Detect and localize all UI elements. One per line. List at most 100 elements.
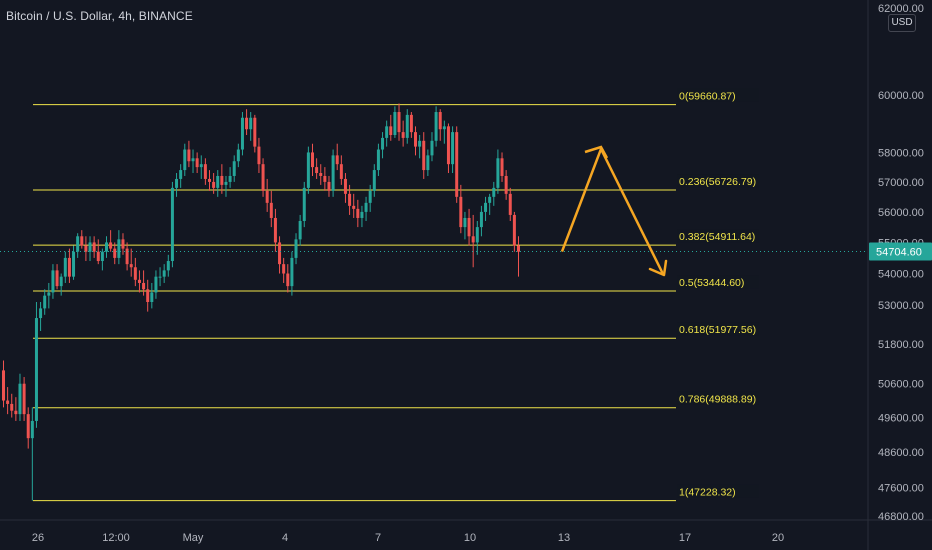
candle-body — [2, 370, 5, 401]
candle-body — [442, 126, 446, 130]
time-tick-label: 7 — [375, 532, 381, 544]
candle-body — [339, 164, 343, 179]
fib-level-label: 0(59660.87) — [679, 91, 736, 103]
candle-body — [179, 170, 183, 179]
candle-body — [343, 178, 347, 194]
candle-body — [508, 193, 512, 215]
projection-arrow-path — [560, 145, 665, 275]
candle-body — [43, 295, 47, 309]
candle-body — [72, 251, 76, 277]
candle-body — [55, 270, 59, 287]
fib-label-bg — [677, 174, 759, 188]
candle-body — [105, 242, 108, 252]
candle-body — [467, 217, 471, 237]
candle-body — [240, 117, 244, 150]
price-tick-label: 53000.00 — [878, 300, 924, 312]
candle-body — [51, 270, 55, 293]
candle-body — [212, 181, 216, 188]
time-tick-label: 20 — [772, 532, 784, 544]
candle-body — [154, 276, 158, 293]
last-price-badge — [869, 242, 932, 261]
candle-body — [261, 164, 265, 191]
projection-arrow-head — [648, 259, 668, 277]
candle-body — [422, 140, 426, 171]
candle-body — [183, 149, 187, 171]
candle-body — [191, 158, 195, 162]
candle-body — [306, 152, 310, 188]
candle-body — [323, 175, 327, 182]
candle-body — [109, 242, 113, 249]
candle-body — [298, 221, 302, 240]
candle-body — [418, 140, 422, 147]
candle-body — [471, 236, 475, 243]
last-price-label: 54704.60 — [876, 247, 922, 259]
candle-body — [265, 190, 269, 203]
candle-body — [92, 242, 96, 252]
candle-body — [414, 132, 417, 147]
candle-body — [14, 410, 18, 415]
candle-body — [376, 149, 380, 171]
candle-body — [63, 257, 67, 277]
candle-body — [368, 190, 372, 203]
candle-body — [216, 175, 220, 188]
candle-body — [142, 282, 146, 290]
projection-peak-marker — [584, 145, 609, 159]
fib-level-label: 1(47228.32) — [679, 487, 736, 499]
candle-body — [146, 289, 150, 303]
candle-body — [426, 155, 430, 171]
candle-body — [232, 161, 236, 176]
time-tick-label: 26 — [32, 532, 44, 544]
candle-body — [137, 279, 141, 283]
candle-body — [331, 155, 335, 191]
candle-body — [488, 196, 492, 203]
fib-label-bg — [677, 322, 759, 336]
candle-body — [166, 261, 170, 271]
price-tick-label: 50600.00 — [878, 379, 924, 391]
candle-body — [10, 403, 14, 411]
price-tick-label: 57000.00 — [878, 177, 924, 189]
candle-body — [393, 112, 397, 136]
candle-body — [484, 202, 488, 212]
candle-body — [372, 170, 376, 191]
candle-body — [117, 239, 121, 258]
time-tick-label: 10 — [464, 532, 476, 544]
candle-body — [504, 175, 508, 194]
price-tick-label: 47600.00 — [878, 482, 924, 494]
candle-body — [517, 245, 520, 252]
currency-badge[interactable]: USD — [888, 14, 916, 32]
time-tick-label: 17 — [679, 532, 691, 544]
candle-body — [199, 164, 203, 168]
candle-body — [88, 242, 92, 252]
fib-label-bg — [677, 88, 759, 102]
candle-body — [220, 175, 224, 185]
candle-body — [170, 187, 174, 262]
candle-body — [492, 187, 496, 197]
candle-body — [438, 112, 442, 130]
time-tick-label: 12:00 — [102, 532, 130, 544]
candle-body — [67, 257, 71, 277]
time-tick-label: 4 — [282, 532, 288, 544]
candle-body — [455, 132, 459, 197]
candle-body — [405, 114, 409, 138]
candle-body — [290, 257, 294, 287]
time-tick-label: 13 — [558, 532, 570, 544]
candle-body — [475, 227, 479, 243]
candle-body — [187, 149, 191, 162]
candle-body — [84, 245, 88, 252]
candle-body — [512, 214, 516, 246]
candle-body — [273, 217, 277, 243]
candle-body — [500, 158, 504, 176]
candle-body — [6, 400, 10, 404]
price-tick-label: 54000.00 — [878, 269, 924, 281]
candle-body — [327, 181, 331, 191]
candle-body — [59, 276, 63, 287]
candle-body — [224, 181, 228, 185]
candle-body — [451, 132, 455, 165]
candle-body — [278, 242, 282, 265]
candle-body — [253, 117, 257, 147]
candle-body — [245, 117, 249, 130]
fib-label-bg — [677, 391, 759, 405]
candle-body — [76, 236, 80, 252]
